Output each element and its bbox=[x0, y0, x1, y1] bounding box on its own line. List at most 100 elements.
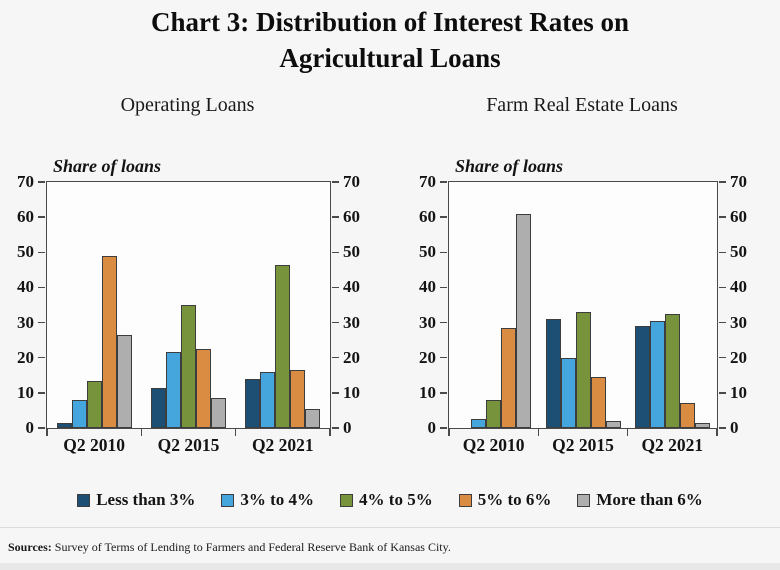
y-tick-mark bbox=[38, 321, 45, 324]
bar bbox=[545, 319, 561, 428]
y-tick-label-left: 10 bbox=[419, 382, 436, 402]
y-tick-mark bbox=[332, 356, 339, 359]
y-tick-label-left: 20 bbox=[419, 347, 436, 367]
legend-label: Less than 3% bbox=[96, 490, 196, 509]
y-tick-mark bbox=[332, 216, 339, 218]
bar bbox=[471, 419, 487, 428]
y-tick-mark bbox=[440, 286, 447, 289]
x-category-label: Q2 2021 bbox=[641, 435, 704, 455]
x-tick-mark bbox=[140, 428, 143, 436]
bar bbox=[486, 399, 502, 428]
legend-item-more-than-6pct: More than 6% bbox=[577, 490, 703, 510]
x-tick-mark bbox=[234, 428, 237, 436]
y-axis-label-right: Share of loans bbox=[455, 156, 564, 176]
bar bbox=[634, 326, 650, 428]
x-category-label: Q2 2010 bbox=[63, 435, 126, 455]
bar bbox=[260, 371, 276, 428]
bar bbox=[166, 352, 181, 428]
y-tick-label-right: 60 bbox=[730, 207, 747, 227]
bar bbox=[181, 305, 196, 428]
y-tick-label-left: 50 bbox=[17, 242, 34, 262]
bar bbox=[245, 378, 261, 428]
y-tick-label-right: 70 bbox=[343, 172, 360, 191]
y-tick-label-left: 40 bbox=[419, 277, 436, 297]
y-tick-label-right: 10 bbox=[730, 382, 747, 402]
bar bbox=[305, 408, 321, 428]
y-tick-label-right: 40 bbox=[730, 277, 747, 297]
x-tick-mark bbox=[448, 428, 450, 436]
sources-note: Sources: Survey of Terms of Lending to F… bbox=[8, 540, 772, 555]
bar bbox=[211, 398, 226, 428]
x-tick-mark bbox=[626, 428, 629, 436]
y-tick-mark bbox=[332, 392, 339, 394]
y-tick-mark bbox=[440, 356, 447, 359]
y-tick-label-left: 0 bbox=[427, 418, 437, 437]
chart-main-title-line1: Chart 3: Distribution of Interest Rates … bbox=[151, 7, 629, 37]
bar bbox=[605, 420, 621, 428]
y-tick-mark bbox=[719, 427, 726, 429]
panel-title-operating-loans: Operating Loans bbox=[120, 94, 255, 116]
y-tick-mark bbox=[332, 181, 339, 183]
bar bbox=[501, 327, 517, 428]
y-tick-mark bbox=[38, 216, 45, 218]
legend-swatch-icon bbox=[458, 493, 472, 507]
y-tick-mark bbox=[332, 427, 339, 429]
bar bbox=[101, 255, 117, 428]
legend-swatch-icon bbox=[340, 493, 354, 507]
bar bbox=[649, 320, 665, 428]
bar bbox=[71, 399, 87, 428]
bar bbox=[575, 312, 591, 428]
legend-label: 3% to 4% bbox=[240, 490, 315, 509]
bar bbox=[116, 334, 132, 428]
y-tick-label-left: 50 bbox=[419, 242, 436, 262]
bar bbox=[290, 370, 306, 428]
y-tick-label-left: 60 bbox=[419, 207, 436, 227]
y-tick-label-right: 10 bbox=[343, 382, 360, 402]
legend-item-less-than-3pct: Less than 3% bbox=[77, 490, 195, 510]
chart-main-title: Chart 3: Distribution of Interest Rates … bbox=[0, 4, 780, 77]
x-tick-mark bbox=[329, 428, 331, 436]
y-tick-mark bbox=[38, 251, 45, 254]
legend-label: More than 6% bbox=[596, 490, 703, 509]
y-tick-label-right: 0 bbox=[730, 418, 739, 437]
y-tick-label-right: 20 bbox=[730, 347, 747, 367]
y-tick-mark bbox=[719, 392, 726, 394]
y-tick-mark bbox=[719, 251, 726, 254]
legend-item-5-to-6pct: 5% to 6% bbox=[458, 490, 551, 510]
y-tick-mark bbox=[719, 216, 726, 218]
y-tick-label-right: 20 bbox=[343, 347, 360, 367]
x-tick-mark bbox=[46, 428, 48, 436]
y-tick-label-left: 70 bbox=[419, 172, 436, 191]
bar bbox=[560, 357, 576, 428]
bar bbox=[590, 377, 606, 428]
y-tick-mark bbox=[332, 286, 339, 289]
y-tick-mark bbox=[332, 251, 339, 254]
y-tick-mark bbox=[38, 181, 45, 183]
y-tick-mark bbox=[440, 251, 447, 254]
x-category-label: Q2 2021 bbox=[251, 435, 314, 455]
legend-label: 4% to 5% bbox=[359, 490, 433, 509]
bar bbox=[196, 348, 211, 428]
y-tick-mark bbox=[719, 321, 726, 324]
y-tick-mark bbox=[440, 321, 447, 324]
bottom-strip bbox=[0, 563, 780, 570]
legend: Less than 3% 3% to 4% 4% to 5% 5% to 6% … bbox=[0, 490, 780, 510]
plot-area-farm-real-estate-loans: 0 0 10 10 20 20 30 30 40 40 50 50 60 60 70 70 Q2 2010 Q2 … bbox=[419, 172, 747, 455]
bar bbox=[151, 387, 166, 428]
chart-main-title-line2: Agricultural Loans bbox=[279, 43, 501, 74]
y-tick-label-right: 70 bbox=[730, 172, 747, 191]
bar bbox=[679, 403, 695, 428]
y-tick-mark bbox=[38, 286, 45, 289]
legend-item-4-to-5pct: 4% to 5% bbox=[340, 490, 433, 510]
y-tick-mark bbox=[719, 181, 726, 183]
y-tick-label-right: 40 bbox=[343, 277, 360, 297]
y-tick-mark bbox=[440, 181, 447, 183]
y-tick-mark bbox=[719, 356, 726, 359]
y-tick-mark bbox=[440, 392, 447, 394]
bar bbox=[275, 264, 291, 428]
bar bbox=[694, 422, 710, 428]
y-tick-label-right: 50 bbox=[730, 242, 747, 262]
y-tick-label-right: 30 bbox=[730, 312, 747, 332]
y-tick-mark bbox=[440, 427, 447, 429]
sources-label: Sources: bbox=[8, 540, 52, 554]
